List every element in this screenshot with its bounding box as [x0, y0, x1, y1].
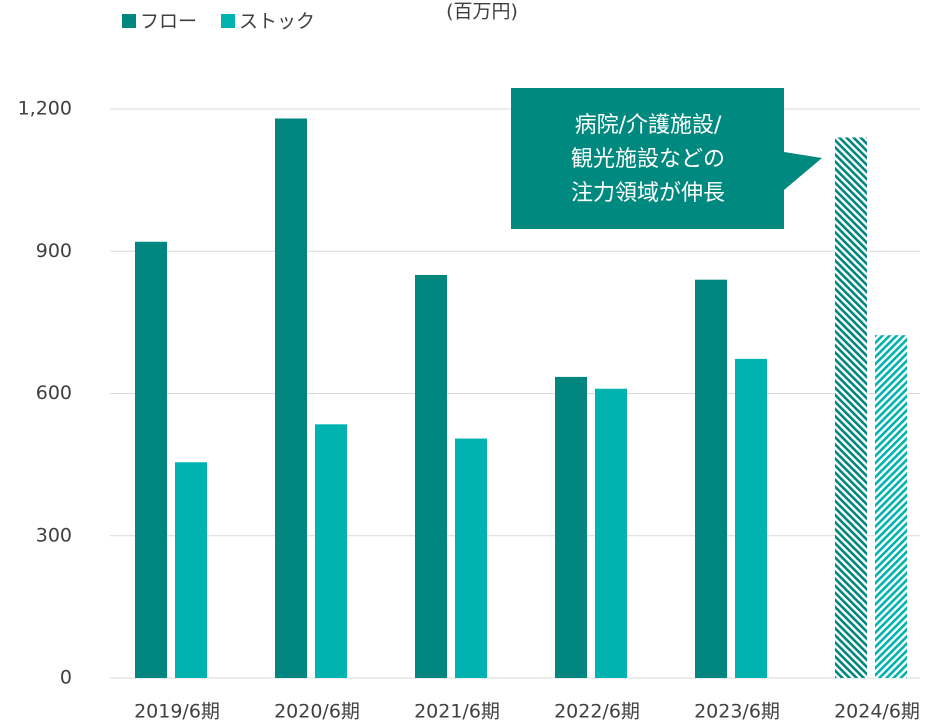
bar: [135, 241, 167, 678]
bar: [835, 137, 867, 678]
bar: [415, 274, 447, 678]
legend-label: ストック: [239, 11, 315, 33]
legend-swatch: [122, 14, 136, 28]
bar: [875, 335, 907, 678]
y-tick-label: 900: [36, 240, 72, 262]
bar: [695, 279, 727, 678]
x-tick-label: 2024/6期: [834, 701, 920, 723]
y-tick-label: 600: [36, 382, 72, 404]
x-tick-label: 2021/6期: [414, 701, 500, 723]
y-tick-label: 0: [60, 667, 72, 689]
callout-text: 観光施設などの: [571, 147, 725, 172]
bar: [735, 358, 767, 678]
x-tick-label: 2019/6期: [134, 701, 220, 723]
bar: [315, 424, 347, 678]
axis-unit: (百万円): [446, 1, 518, 23]
bar: [555, 376, 587, 678]
bar: [455, 438, 487, 678]
bar: [275, 118, 307, 678]
y-tick-label: 300: [36, 524, 72, 546]
x-tick-label: 2020/6期: [274, 701, 360, 723]
bar: [175, 462, 207, 678]
callout-text: 病院/介護施設/: [575, 113, 722, 138]
y-tick-label: 1,200: [18, 98, 72, 120]
legend-swatch: [221, 14, 236, 28]
x-tick-label: 2023/6期: [694, 701, 780, 723]
callout-text: 注力領域が伸長: [571, 181, 725, 206]
bar: [595, 388, 627, 678]
callout: [511, 88, 822, 229]
legend-label: フロー: [140, 11, 197, 33]
x-tick-label: 2022/6期: [554, 701, 640, 723]
